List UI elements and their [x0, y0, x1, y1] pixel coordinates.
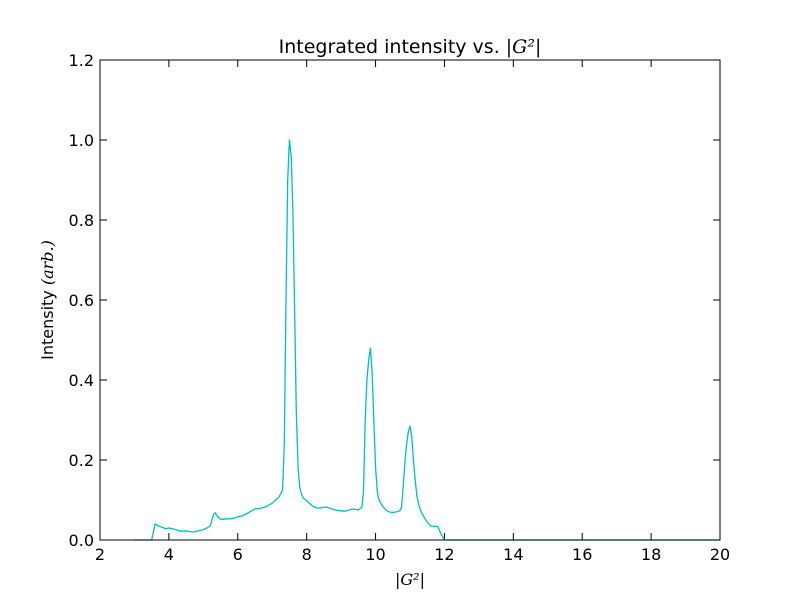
- x-tick-label: 4: [164, 545, 174, 564]
- x-tick-label: 12: [434, 545, 454, 564]
- y-tick-label: 0.6: [69, 291, 94, 310]
- x-axis-label: |G²|: [395, 570, 425, 589]
- plot-frame: [99, 59, 721, 541]
- series-line: [134, 139, 720, 541]
- x-tick-labels: 2 4 6 8 10 12 14 16 18 20: [95, 545, 730, 564]
- y-tick-labels: 0.0 0.2 0.4 0.6 0.8 1.0 1.2: [69, 51, 94, 550]
- chart-title: Integrated intensity vs. |G²|: [279, 36, 542, 58]
- y-axis-label-math: (arb.): [38, 240, 57, 285]
- y-tick-label: 0.2: [69, 451, 94, 470]
- y-tick-label: 0.4: [69, 371, 94, 390]
- x-tick-label: 2: [95, 545, 105, 564]
- plot-area: [99, 59, 721, 541]
- chart-title-math: |G²|: [506, 36, 542, 58]
- y-tick-label: 0.0: [69, 531, 94, 550]
- y-axis-label-text: Intensity: [38, 285, 57, 360]
- y-tick-label: 1.2: [69, 51, 94, 70]
- x-tick-label: 8: [302, 545, 312, 564]
- x-tick-label: 20: [710, 545, 730, 564]
- plot-background: [100, 60, 720, 540]
- x-tick-label: 14: [503, 545, 523, 564]
- y-axis-label: Intensity (arb.): [38, 240, 57, 360]
- x-tick-label: 16: [572, 545, 592, 564]
- x-tick-label: 6: [233, 545, 243, 564]
- series-group: [134, 139, 720, 541]
- y-tick-label: 0.8: [69, 211, 94, 230]
- x-tick-label: 10: [365, 545, 385, 564]
- y-tick-label: 1.0: [69, 131, 94, 150]
- chart-title-text: Integrated intensity vs.: [279, 36, 506, 58]
- x-tick-label: 18: [641, 545, 661, 564]
